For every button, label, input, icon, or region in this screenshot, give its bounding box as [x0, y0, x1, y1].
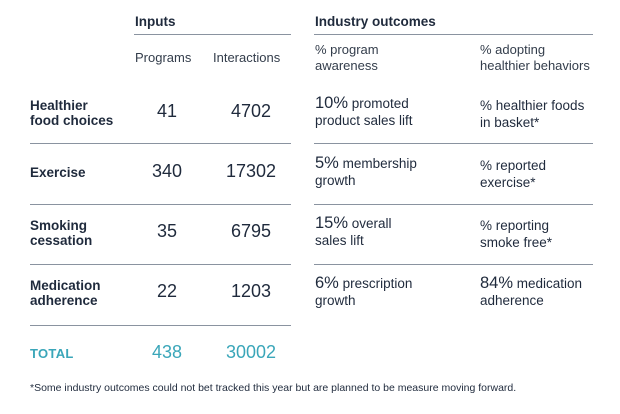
industry-outcomes-group-header: Industry outcomes [315, 14, 436, 29]
row-label-healthier-food: Healthier food choices [30, 98, 113, 128]
adopting-cell: % healthier foods in basket* [480, 97, 584, 131]
awareness-percent: 15% [315, 214, 349, 232]
adopting-header-line2: healthier behaviors [480, 58, 590, 73]
adopting-text-line1: % reported [480, 158, 547, 173]
adopting-text-line2: in basket* [480, 115, 540, 130]
adopting-text-line2: exercise* [480, 175, 536, 190]
row-rule-outcomes [314, 264, 593, 265]
awareness-percent: 6% [315, 274, 339, 292]
row-label-medication: Medication adherence [30, 278, 101, 308]
adopting-text-line1: medication [513, 276, 583, 291]
inputs-group-header: Inputs [135, 14, 176, 29]
row-label-line1: Healthier [30, 98, 88, 113]
row-rule-inputs [30, 143, 291, 144]
inputs-header-rule [134, 34, 291, 35]
adopting-cell: 84% medication adherence [480, 275, 582, 309]
programs-value: 41 [156, 101, 178, 121]
row-label-line1: Smoking [30, 218, 88, 233]
programs-value: 340 [151, 161, 183, 181]
row-label-line2: food choices [30, 113, 114, 128]
row-rule-inputs [30, 204, 291, 205]
adopting-header-line1: % adopting [480, 42, 546, 57]
programs-value: 22 [156, 281, 178, 301]
total-rule [30, 325, 291, 326]
row-rule-outcomes [314, 204, 593, 205]
programs-value: 35 [156, 221, 178, 241]
awareness-cell: 6% prescription growth [315, 275, 412, 309]
interactions-value: 1203 [230, 281, 272, 301]
adopting-text-line1: % reporting [480, 218, 550, 233]
awareness-cell: 15% overall sales lift [315, 215, 392, 249]
total-interactions-value: 30002 [225, 342, 277, 362]
awareness-text-line1: membership [338, 156, 417, 171]
adopting-column-header: % adopting healthier behaviors [480, 42, 590, 74]
adopting-text-line2: smoke free* [480, 235, 553, 250]
interactions-value: 6795 [230, 221, 272, 241]
row-label-line1: Exercise [30, 165, 86, 180]
row-rule-outcomes [314, 143, 593, 144]
row-label-exercise: Exercise [30, 165, 86, 180]
row-label-smoking: Smoking cessation [30, 218, 92, 248]
row-label-line2: adherence [30, 293, 98, 308]
row-label-line1: Medication [30, 278, 101, 293]
adopting-text-line2: adherence [480, 293, 544, 308]
awareness-percent: 5% [315, 154, 339, 172]
programs-column-header: Programs [135, 50, 192, 65]
interactions-value: 17302 [225, 161, 277, 181]
awareness-cell: 10% promoted product sales lift [315, 95, 413, 129]
adopting-percent: 84% [480, 274, 514, 292]
awareness-column-header: % program awareness [315, 42, 379, 74]
adopting-text-line1: % healthier foods [480, 98, 585, 113]
row-rule-inputs [30, 264, 291, 265]
interactions-column-header: Interactions [213, 50, 281, 65]
awareness-text-line1: overall [348, 216, 392, 231]
awareness-cell: 5% membership growth [315, 155, 417, 189]
row-label-line2: cessation [30, 233, 93, 248]
awareness-header-line2: awareness [315, 58, 378, 73]
interactions-value: 4702 [230, 101, 272, 121]
footnote: *Some industry outcomes could not bet tr… [30, 382, 517, 394]
outcomes-header-rule [314, 34, 593, 35]
awareness-header-line1: % program [315, 42, 379, 57]
awareness-text-line1: prescription [338, 276, 413, 291]
awareness-text-line1: promoted [348, 96, 409, 111]
adopting-cell: % reported exercise* [480, 157, 546, 191]
awareness-text-line2: growth [315, 173, 356, 188]
awareness-text-line2: growth [315, 293, 356, 308]
adopting-cell: % reporting smoke free* [480, 217, 552, 251]
awareness-text-line2: sales lift [315, 233, 364, 248]
awareness-text-line2: product sales lift [315, 113, 413, 128]
total-label: TOTAL [30, 346, 74, 361]
total-programs-value: 438 [151, 342, 183, 362]
awareness-percent: 10% [315, 94, 349, 112]
